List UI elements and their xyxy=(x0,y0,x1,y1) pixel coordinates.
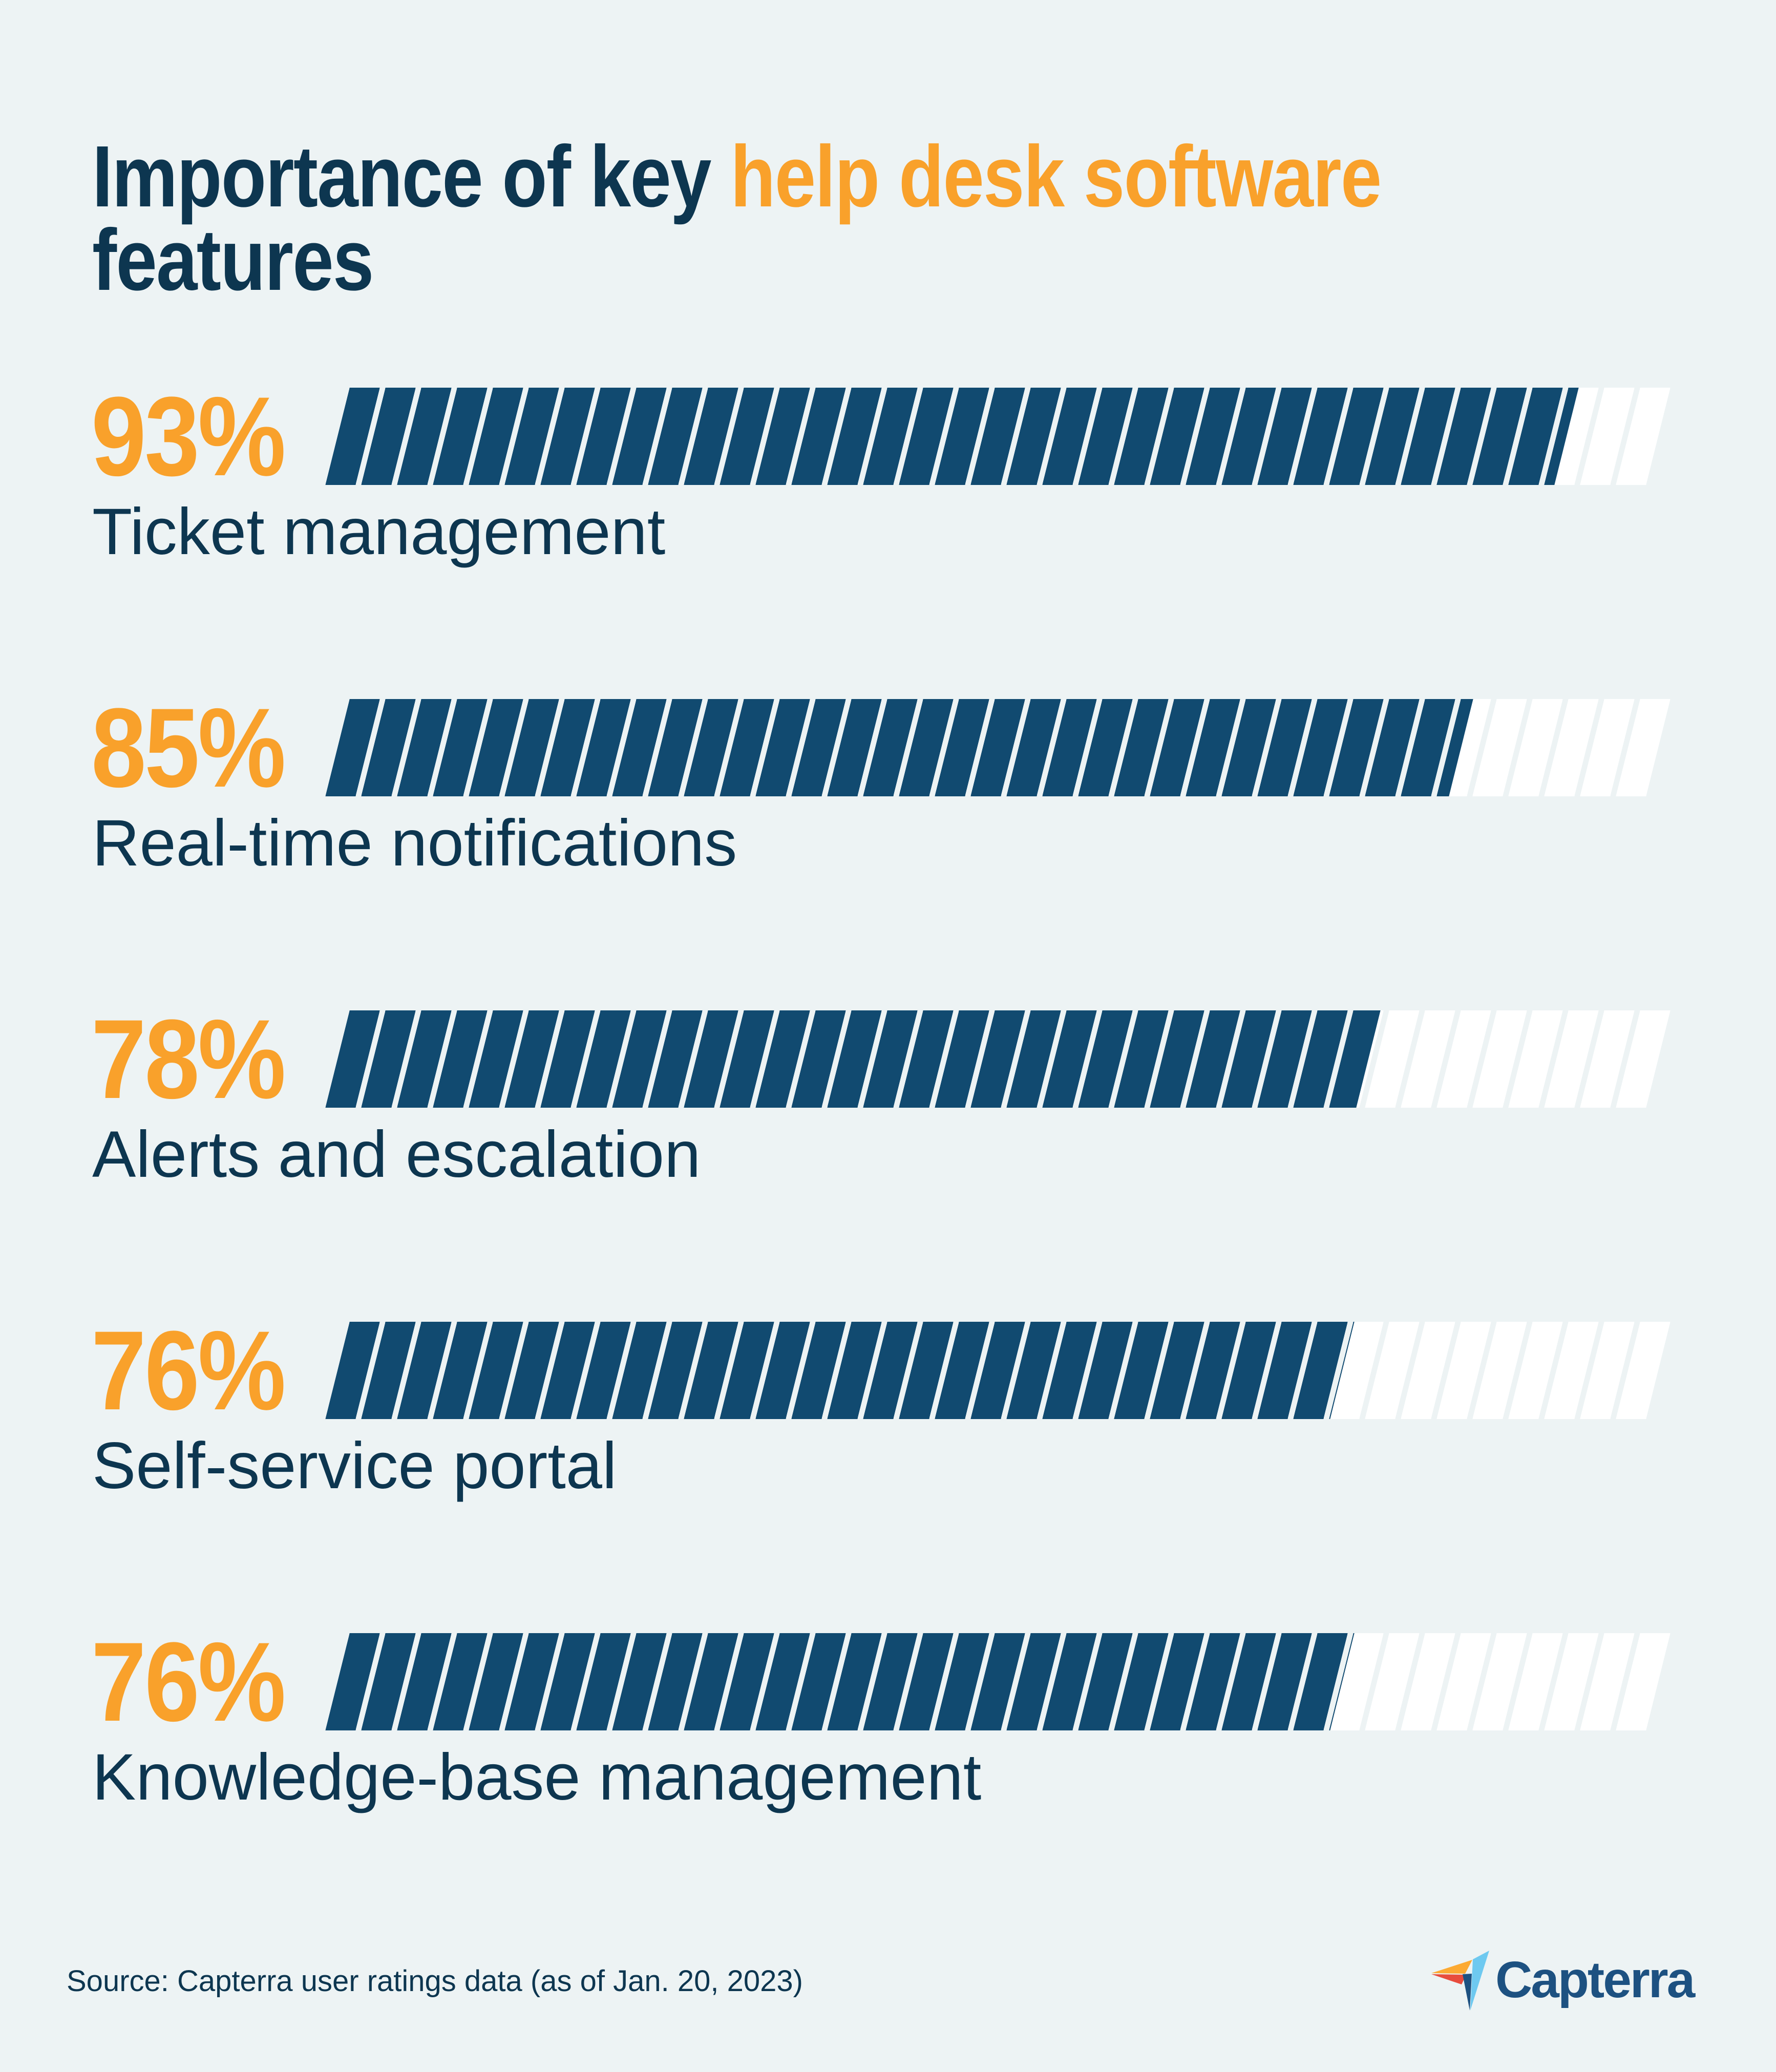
percent-value: 85% xyxy=(91,685,286,811)
bar-label: Alerts and escalation xyxy=(92,1118,701,1191)
bar-track xyxy=(325,388,1672,485)
bar-fill xyxy=(325,699,1473,796)
title-prefix: Importance of key xyxy=(92,128,731,225)
bar-row: 76% Knowledge-base management xyxy=(0,1619,1776,1858)
bar-track xyxy=(325,1010,1672,1108)
title-highlight: help desk software xyxy=(730,128,1382,225)
bar-track xyxy=(325,1322,1672,1419)
bar-row: 78% Alerts and escalation xyxy=(0,996,1776,1236)
bar-label: Self-service portal xyxy=(92,1429,617,1503)
percent-value: 93% xyxy=(91,373,286,499)
percent-value: 78% xyxy=(91,996,286,1122)
bar-fill xyxy=(325,1322,1355,1419)
bar-label: Ticket management xyxy=(92,495,666,568)
capterra-logo-mark-icon xyxy=(1431,1951,1489,2011)
page-title: Importance of key help desk software feat… xyxy=(92,133,1659,309)
bar-track xyxy=(325,699,1672,796)
bar-track xyxy=(325,1633,1672,1730)
percent-value: 76% xyxy=(91,1619,286,1745)
source-note: Source: Capterra user ratings data (as o… xyxy=(67,1964,803,1998)
title-suffix: features xyxy=(92,211,374,309)
bar-fill xyxy=(325,388,1579,485)
bar-fill xyxy=(325,1010,1381,1108)
capterra-wordmark: Capterra xyxy=(1495,1951,1695,2008)
bar-row: 85% Real-time notifications xyxy=(0,685,1776,924)
bar-fill xyxy=(325,1633,1355,1730)
bar-label: Knowledge-base management xyxy=(92,1741,982,1814)
bar-row: 93% Ticket management xyxy=(0,373,1776,613)
capterra-logo: Capterra xyxy=(1429,1949,1695,2011)
percent-value: 76% xyxy=(91,1307,286,1433)
bar-row: 76% Self-service portal xyxy=(0,1307,1776,1547)
bar-label: Real-time notifications xyxy=(92,807,737,880)
